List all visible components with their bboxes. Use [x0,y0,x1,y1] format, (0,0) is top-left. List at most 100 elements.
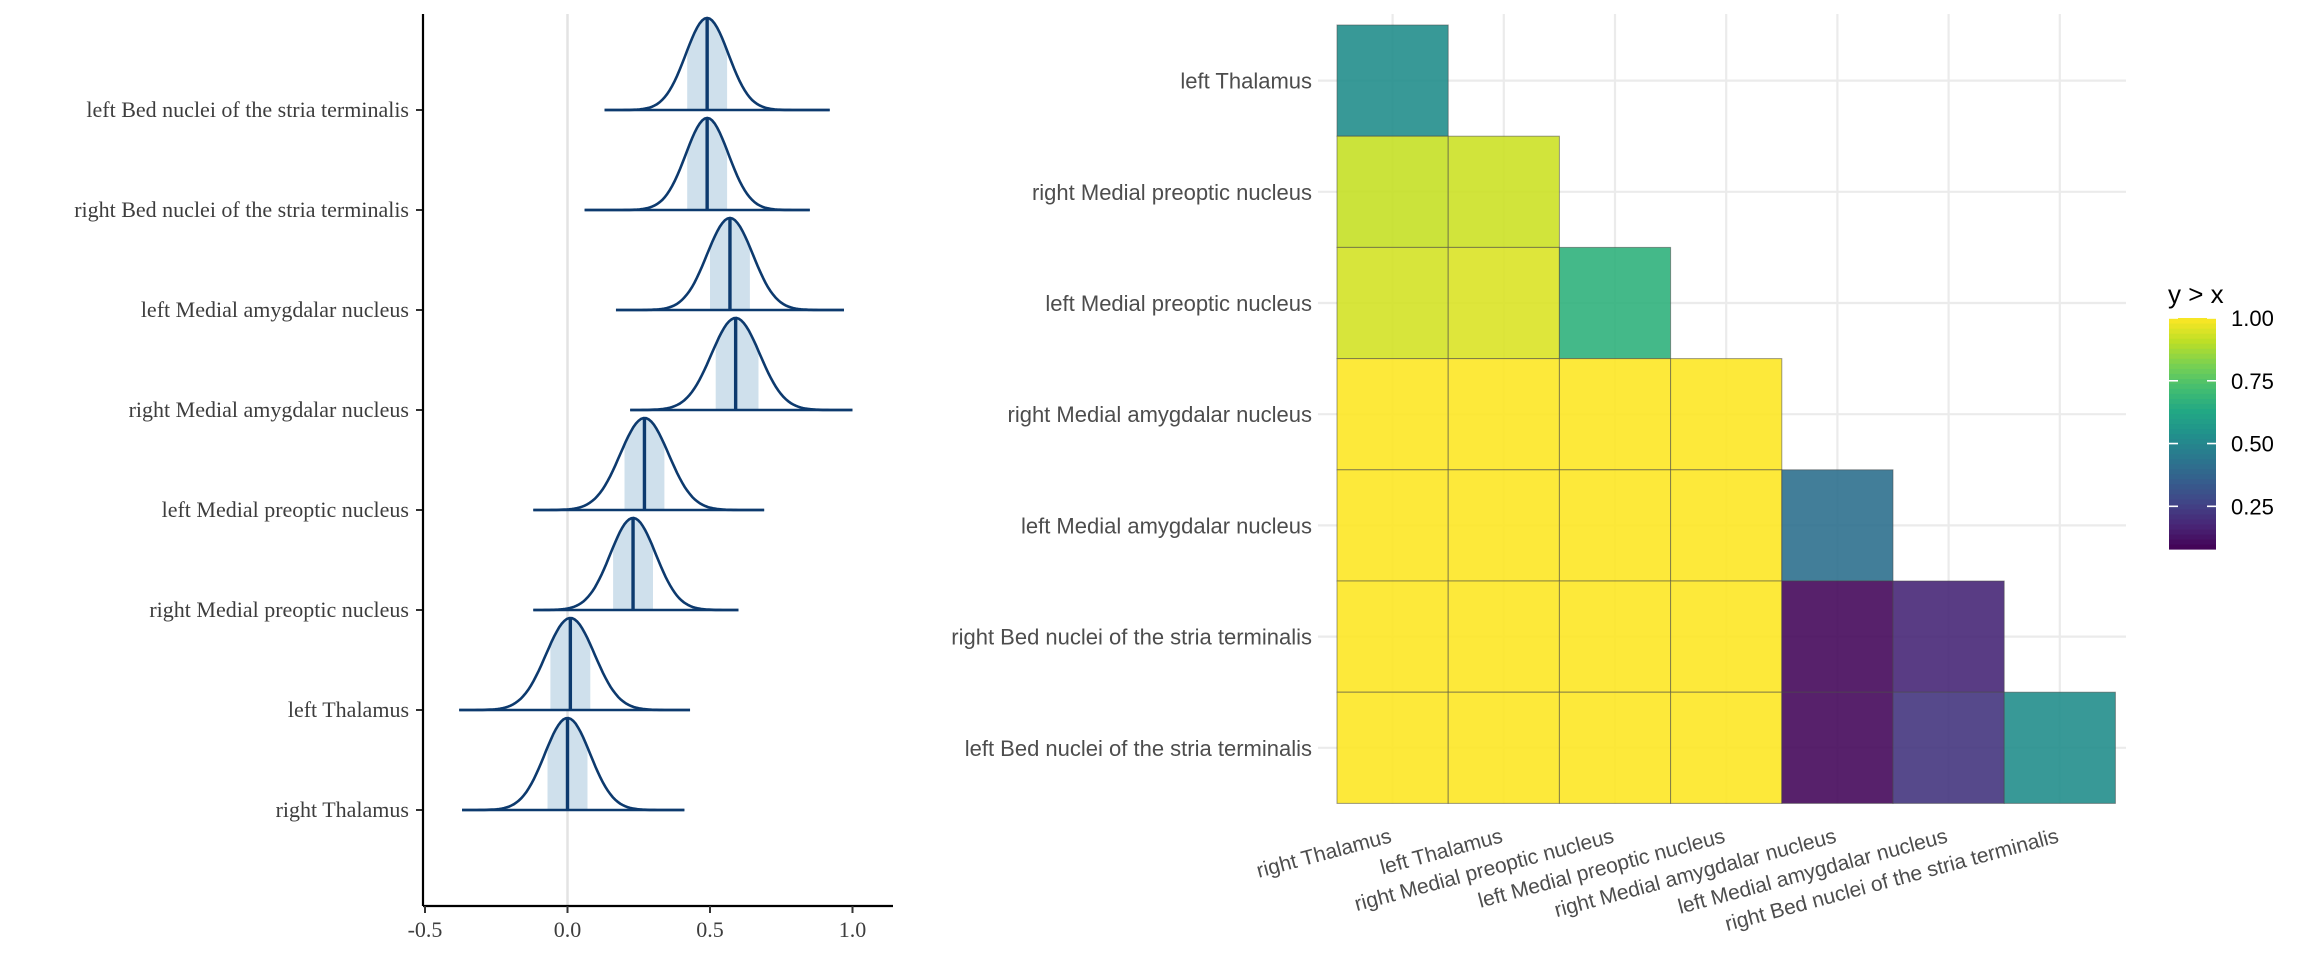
heatmap-cell [1447,135,1560,248]
y-tick-label: right Bed nuclei of the stria terminalis [74,197,409,222]
legend-tick-label: 0.25 [2231,494,2274,519]
legend-colorbar-segment [2169,363,2216,369]
legend-colorbar-segment [2169,388,2216,394]
heatmap-cell [1670,358,1783,471]
heatmap-cell [1336,358,1449,471]
legend-colorbar-segment [2169,493,2216,500]
x-tick-label: 0.5 [696,917,724,942]
legend-tick-label: 0.50 [2231,432,2274,457]
y-tick-label: left Thalamus [288,697,409,722]
heatmap-cell [1558,580,1672,693]
legend-colorbar-segment [2169,423,2216,430]
legend-colorbar-segment [2169,463,2216,470]
ridgeline-panel: left Bed nuclei of the stria terminalis r… [74,14,893,942]
legend-colorbar-segment [2169,458,2216,465]
legend-colorbar-segment [2169,328,2216,334]
heatmap-cell [1447,358,1560,471]
legend-colorbar-segment [2169,333,2216,339]
legend-colorbar-segment [2169,498,2216,505]
y-tick-label: right Medial amygdalar nucleus [129,397,409,422]
heatmap-cell [1558,469,1672,582]
heatmap-cell [1447,691,1560,804]
y-tick-label: right Thalamus [276,797,409,822]
legend-colorbar-segment [2169,408,2216,415]
legend-colorbar-segment [2169,393,2216,399]
y-category-label: left Bed nuclei of the stria terminalis [965,736,1312,761]
y-category-label: right Bed nuclei of the stria terminalis [951,625,1312,650]
legend-colorbar-segment [2169,448,2216,455]
y-tick-label: right Medial preoptic nucleus [149,597,409,622]
heatmap-cell [1670,469,1783,582]
heatmap-cell [1558,246,1672,360]
y-category-label: right Medial preoptic nucleus [1032,180,1312,205]
legend-colorbar-segment [2169,398,2216,404]
heatmap-cell [1336,24,1449,137]
heatmap-cell [1447,469,1560,582]
x-tick-label: 1.0 [839,917,867,942]
y-category-label: left Medial preoptic nucleus [1045,291,1312,316]
legend-colorbar-segment [2169,533,2216,540]
legend-colorbar-segment [2169,543,2216,550]
heatmap-cell [1447,580,1560,693]
legend-colorbar-segment [2169,503,2216,510]
heatmap-cell [1336,580,1449,693]
legend-tick-label: 0.75 [2231,369,2274,394]
legend-colorbar-segment [2169,323,2216,329]
legend-colorbar-segment [2169,403,2216,409]
legend-colorbar-segment [2169,453,2216,460]
legend-colorbar-segment [2169,418,2216,425]
legend-colorbar-segment [2169,518,2216,525]
legend-colorbar-segment [2169,343,2216,349]
heatmap-cell [1670,691,1783,804]
legend-colorbar-segment [2169,508,2216,515]
legend-colorbar-segment [2169,443,2216,450]
heatmap-cell [1892,691,2005,804]
legend-colorbar-segment [2169,353,2216,359]
heatmap-cell [1336,469,1449,582]
y-category-label: left Medial amygdalar nucleus [1021,513,1312,538]
legend-colorbar-segment [2169,433,2216,440]
x-tick-label: -0.5 [408,917,443,942]
heatmap-cell [1336,246,1449,360]
legend-colorbar-segment [2169,473,2216,480]
legend-colorbar-segment [2169,413,2216,420]
legend-colorbar-segment [2169,368,2216,374]
x-tick-label: 0.0 [554,917,582,942]
y-category-label: left Thalamus [1180,69,1312,94]
y-category-label: right Medial amygdalar nucleus [1008,402,1313,427]
heatmap-cell [1781,691,1894,804]
heatmap-cell [1670,580,1783,693]
legend-colorbar-segment [2169,373,2216,379]
legend-tick-label: 1.00 [2231,306,2274,331]
color-legend: y > x 1.00 0.75 0.50 0.25 [2168,279,2274,550]
heatmap-cell [1447,246,1560,360]
legend-colorbar-segment [2169,358,2216,364]
legend-colorbar-segment [2169,478,2216,485]
x-category-label: right Thalamus [1254,825,1394,883]
legend-colorbar-segment [2169,523,2216,530]
y-tick-label: left Medial preoptic nucleus [162,497,409,522]
legend-colorbar-segment [2169,538,2216,545]
heatmap-cell [1336,135,1449,248]
legend-colorbar-segment [2169,438,2216,445]
heatmap-cell [1781,580,1894,693]
legend-colorbar-segment [2169,528,2216,535]
legend-colorbar-segment [2169,513,2216,520]
legend-colorbar-segment [2169,383,2216,389]
legend-colorbar-segment [2169,348,2216,354]
heatmap-cell [1336,691,1449,804]
legend-title: y > x [2168,279,2224,309]
legend-colorbar-segment [2169,483,2216,490]
legend-colorbar-segment [2169,318,2216,324]
legend-colorbar-segment [2169,378,2216,384]
legend-colorbar-segment [2169,338,2216,344]
heatmap-cell [1781,469,1894,582]
heatmap-cell [2003,691,2116,804]
y-tick-label: left Medial amygdalar nucleus [141,297,409,322]
y-tick-label: left Bed nuclei of the stria terminalis [86,97,409,122]
legend-colorbar-segment [2169,468,2216,475]
heatmap-cell [1892,580,2005,693]
heatmap-panel: left Thalamus right Medial preoptic nucle… [951,14,2126,936]
legend-colorbar-segment [2169,488,2216,495]
